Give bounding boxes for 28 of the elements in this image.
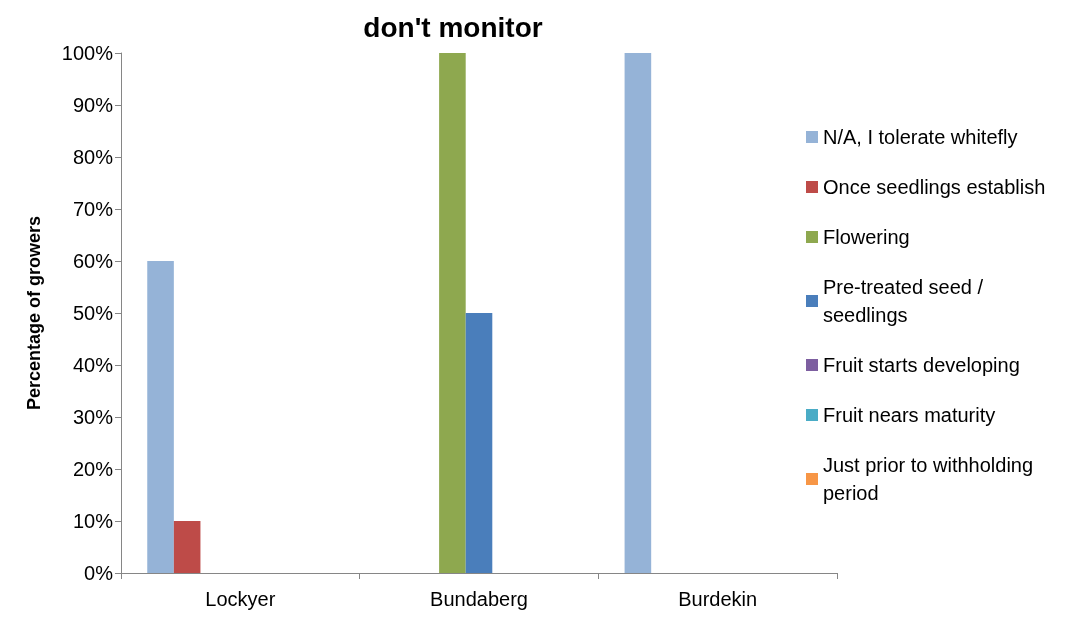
y-tick-label: 40%: [72, 354, 114, 376]
legend-label: Just prior to withholding period: [823, 454, 1039, 504]
bar: [439, 53, 466, 573]
y-tick-label: 30%: [72, 406, 114, 428]
legend-label: Fruit starts developing: [823, 354, 1020, 376]
y-tick-label: 90%: [72, 94, 114, 116]
chart-title: don't monitor: [363, 11, 543, 43]
legend-label: Fruit nears maturity: [823, 404, 996, 426]
x-tick-label: Burdekin: [678, 588, 758, 610]
y-tick-label: 100%: [61, 42, 114, 64]
legend-label: Flowering: [823, 226, 910, 248]
bar: [624, 53, 652, 573]
legend-label: N/A, I tolerate whitefly: [823, 126, 1018, 148]
bar: [173, 521, 201, 573]
y-axis-title: Percentage of growers: [24, 215, 44, 411]
y-tick-label: 70%: [72, 198, 114, 220]
legend-label: Pre-treated seed / seedlings: [823, 276, 989, 326]
y-tick-label: 20%: [72, 458, 114, 480]
y-tick-label: 10%: [72, 510, 114, 532]
legend-label: Once seedlings establish: [823, 176, 1046, 198]
y-tick-label: 80%: [72, 146, 114, 168]
y-tick-label: 60%: [72, 250, 114, 272]
x-tick-label: Bundaberg: [430, 588, 528, 610]
y-tick-label: 0%: [84, 562, 114, 584]
x-tick-label: Lockyer: [205, 588, 276, 610]
y-tick-label: 50%: [72, 302, 114, 324]
bar: [465, 313, 493, 573]
bar: [147, 261, 174, 573]
